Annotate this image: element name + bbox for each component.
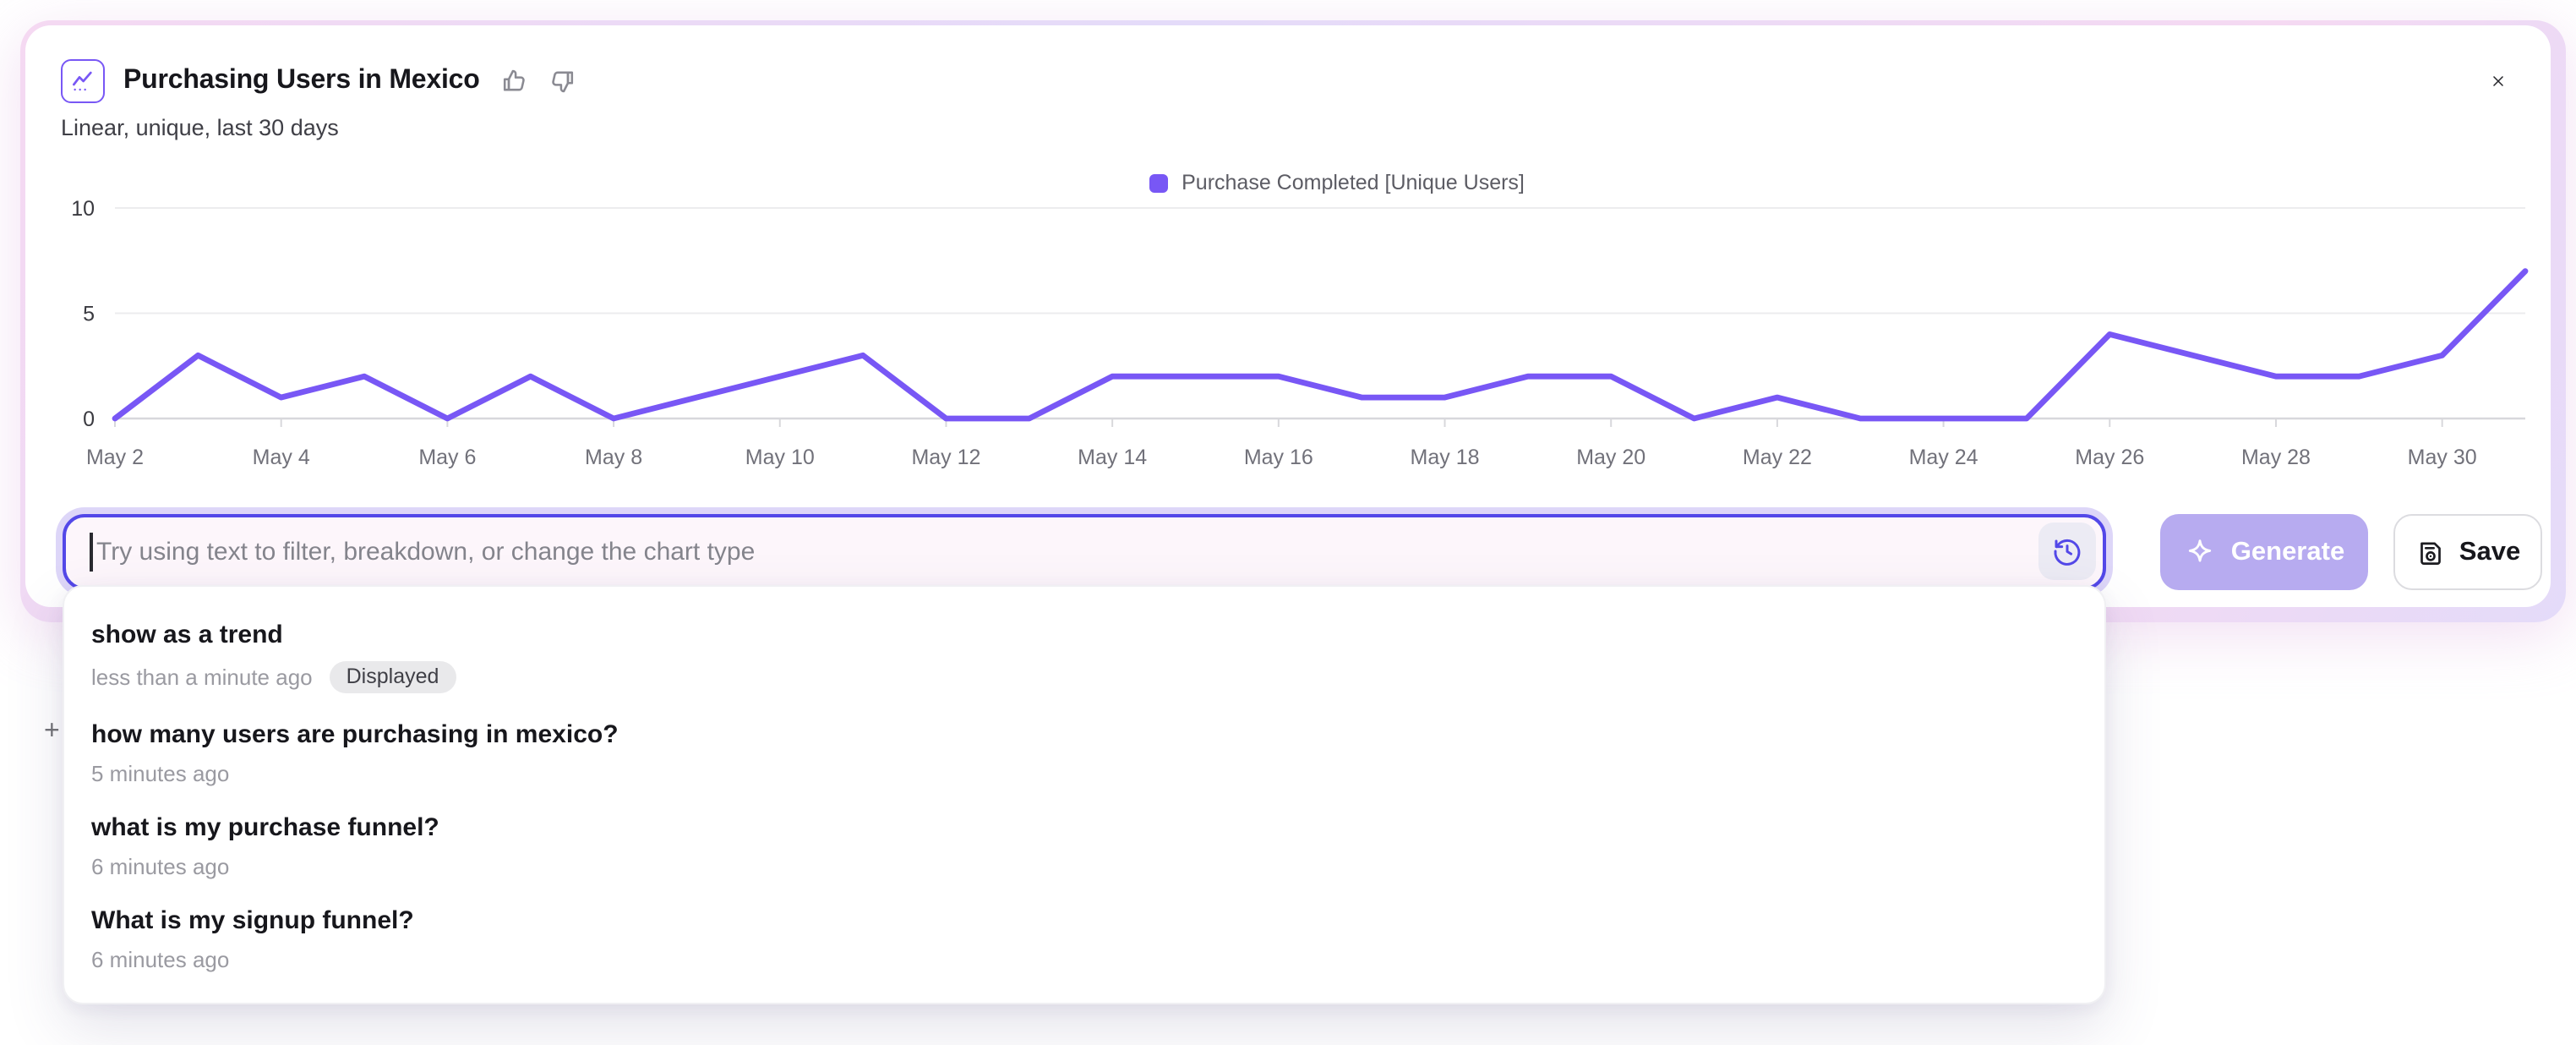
sparkle-icon (2184, 536, 2216, 568)
chart-card: Purchasing Users in Mexico Linear, uniqu… (25, 25, 2551, 607)
save-button[interactable]: Save (2393, 514, 2542, 590)
history-meta: 6 minutes ago (91, 854, 2077, 879)
trend-line (112, 268, 2529, 422)
chart-svg[interactable]: 0 5 10 May 2 May 4 May 6 May 8 May 10 May 12 May … (25, 25, 2551, 502)
history-time: 5 minutes ago (91, 761, 230, 786)
history-button[interactable] (2038, 522, 2096, 580)
y-tick-label: 0 (83, 408, 95, 431)
thumbs-up-icon[interactable] (499, 66, 529, 96)
history-meta: less than a minute ago Displayed (91, 661, 2077, 693)
x-tick-label: May 2 (86, 446, 144, 469)
history-item[interactable]: what is my purchase funnel? 6 minutes ag… (91, 813, 2077, 879)
x-tick-label: May 22 (1743, 446, 1812, 469)
legend-swatch (1149, 173, 1169, 192)
history-item[interactable]: how many users are purchasing in mexico?… (91, 720, 2077, 786)
x-tick-label: May 6 (418, 446, 476, 469)
x-tick-label: May 14 (1078, 446, 1147, 469)
x-tick-label: May 8 (585, 446, 642, 469)
thumbs-down-icon[interactable] (548, 66, 578, 96)
text-caret (90, 533, 92, 572)
ai-prompt-input[interactable] (63, 514, 2106, 590)
x-tick-label: May 16 (1244, 446, 1313, 469)
x-tick-label: May 28 (2241, 446, 2311, 469)
save-label: Save (2459, 537, 2521, 566)
y-tick-label: 10 (71, 197, 95, 221)
history-query: how many users are purchasing in mexico? (91, 720, 619, 749)
x-tick-label: May 12 (911, 446, 980, 469)
history-status-badge: Displayed (329, 661, 456, 693)
line-chart-icon (61, 59, 105, 103)
history-meta: 5 minutes ago (91, 761, 2077, 786)
x-tick-label: May 4 (253, 446, 310, 469)
chart-subtitle: Linear, unique, last 30 days (61, 115, 339, 140)
history-query: what is my purchase funnel? (91, 813, 439, 842)
chart-card-glow: Purchasing Users in Mexico Linear, uniqu… (20, 20, 2566, 622)
x-tick-label: May 30 (2408, 446, 2477, 469)
y-tick-label: 5 (83, 303, 95, 326)
legend-label: Purchase Completed [Unique Users] (1182, 171, 1525, 194)
history-meta: 6 minutes ago (91, 947, 2077, 972)
prompt-box (63, 514, 2106, 590)
x-tick-label: May 20 (1576, 446, 1645, 469)
history-item[interactable]: show as a trend less than a minute ago D… (91, 621, 2077, 693)
chart-legend[interactable]: Purchase Completed [Unique Users] (25, 171, 2551, 194)
history-query: What is my signup funnel? (91, 906, 414, 935)
history-time: 6 minutes ago (91, 947, 230, 972)
history-item[interactable]: What is my signup funnel? 6 minutes ago (91, 906, 2077, 972)
history-dropdown: show as a trend less than a minute ago D… (63, 585, 2106, 1004)
generate-button[interactable]: Generate (2160, 514, 2368, 590)
x-tick-label: May 18 (1411, 446, 1480, 469)
x-tick-label: May 26 (2075, 446, 2144, 469)
history-time: 6 minutes ago (91, 854, 230, 879)
prompt-row: Generate Save (63, 514, 2551, 590)
close-button[interactable] (2480, 63, 2517, 100)
x-tick-label: May 24 (1909, 446, 1978, 469)
card-header: Purchasing Users in Mexico (61, 59, 578, 103)
generate-label: Generate (2230, 537, 2345, 566)
x-tick-label: May 10 (745, 446, 815, 469)
history-query: show as a trend (91, 621, 283, 649)
save-icon (2415, 537, 2446, 567)
history-time: less than a minute ago (91, 665, 313, 690)
plus-cursor-marker: + (44, 717, 60, 746)
chart-title: Purchasing Users in Mexico (123, 66, 480, 95)
